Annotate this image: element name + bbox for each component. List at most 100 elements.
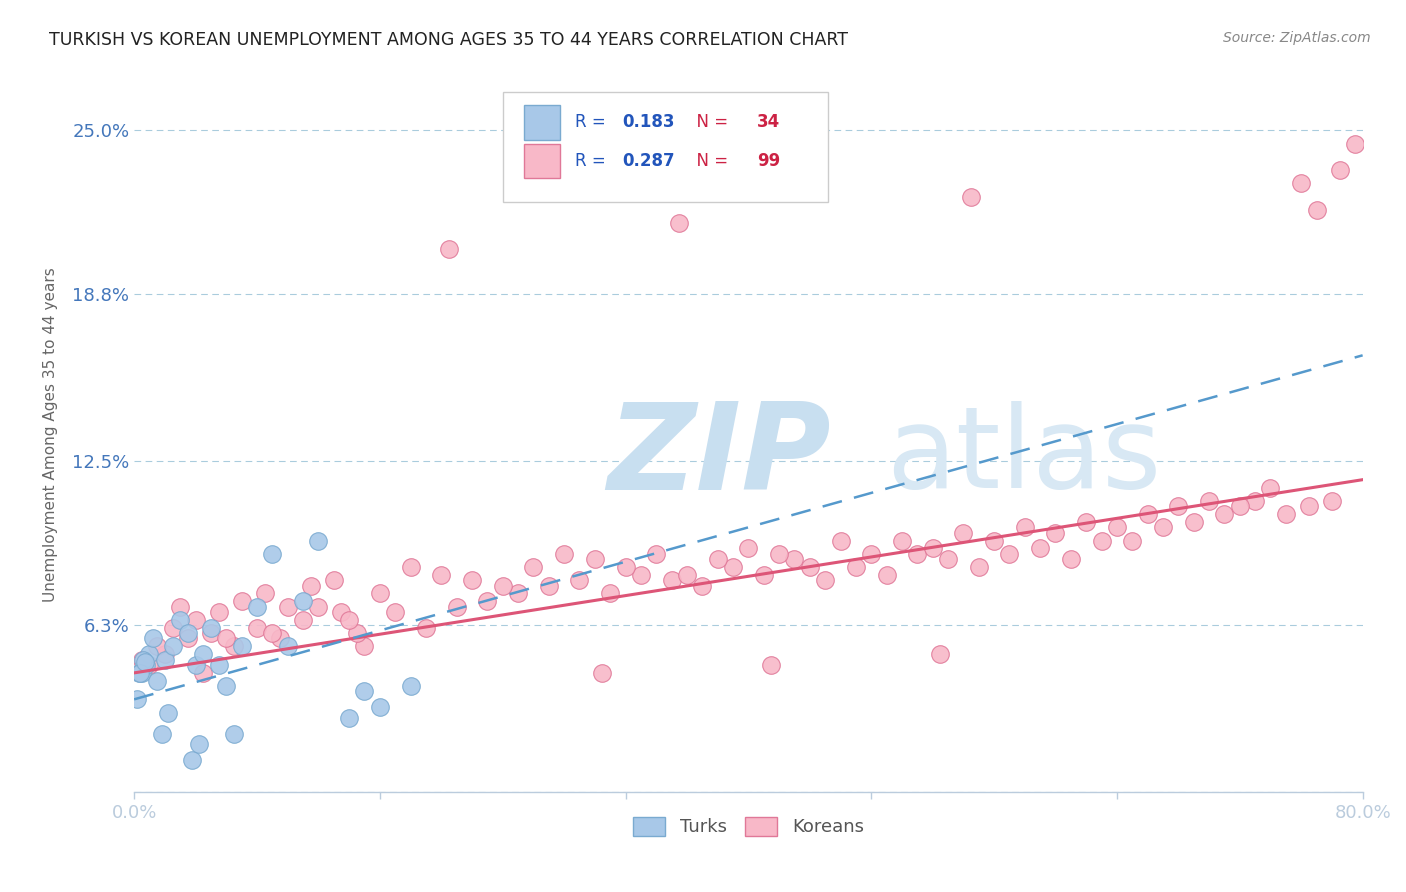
Point [936, 552, 959, 566]
Point [200, 626, 222, 640]
Point [134, 655, 156, 669]
Point [146, 673, 169, 688]
Point [752, 568, 775, 582]
Point [222, 727, 245, 741]
Point [876, 568, 898, 582]
Point [141, 632, 163, 646]
Point [353, 640, 375, 654]
Point [215, 679, 238, 693]
FancyBboxPatch shape [523, 144, 561, 178]
Point [998, 547, 1021, 561]
Point [437, 243, 460, 257]
Point [614, 560, 637, 574]
Point [1029, 541, 1052, 556]
Point [384, 605, 406, 619]
Point [799, 560, 821, 574]
Point [138, 648, 160, 662]
Point [131, 653, 153, 667]
Point [1152, 520, 1174, 534]
Point [661, 574, 683, 588]
Point [830, 533, 852, 548]
Point [967, 560, 990, 574]
Point [277, 640, 299, 654]
Point [177, 632, 200, 646]
Point [676, 568, 699, 582]
FancyBboxPatch shape [523, 105, 561, 140]
Text: N =: N = [686, 152, 733, 170]
Point [921, 541, 943, 556]
Point [153, 653, 176, 667]
Point [592, 665, 614, 680]
Point [1298, 499, 1320, 513]
Point [246, 599, 269, 614]
Point [553, 547, 575, 561]
Point [645, 547, 668, 561]
Point [177, 626, 200, 640]
Point [169, 613, 191, 627]
Point [162, 621, 184, 635]
Point [568, 574, 591, 588]
Point [150, 727, 173, 741]
Text: Source: ZipAtlas.com: Source: ZipAtlas.com [1223, 31, 1371, 45]
Point [135, 657, 157, 672]
Text: 0.183: 0.183 [621, 113, 675, 131]
Point [1289, 176, 1312, 190]
Point [184, 613, 207, 627]
Point [262, 626, 284, 640]
Point [960, 189, 983, 203]
Point [368, 586, 391, 600]
Point [415, 621, 437, 635]
Text: N =: N = [686, 113, 733, 131]
Point [983, 533, 1005, 548]
Point [1105, 520, 1128, 534]
Point [322, 574, 344, 588]
Point [330, 605, 353, 619]
Point [307, 599, 329, 614]
Point [193, 648, 215, 662]
Point [461, 574, 484, 588]
Point [1198, 494, 1220, 508]
Text: 34: 34 [756, 113, 780, 131]
Point [153, 648, 176, 662]
Point [905, 547, 928, 561]
Point [1045, 525, 1067, 540]
Point [292, 594, 315, 608]
Point [492, 578, 515, 592]
Point [952, 525, 974, 540]
Text: atlas: atlas [886, 401, 1161, 512]
Legend: Turks, Koreans: Turks, Koreans [626, 810, 872, 844]
Point [222, 640, 245, 654]
Point [337, 613, 360, 627]
Point [761, 657, 783, 672]
Point [1060, 552, 1083, 566]
Point [1229, 499, 1251, 513]
Point [1344, 136, 1367, 151]
Point [1305, 202, 1327, 217]
Point [131, 665, 153, 680]
Point [156, 706, 179, 720]
Point [929, 648, 952, 662]
Point [231, 594, 253, 608]
Point [1329, 163, 1351, 178]
Point [169, 599, 191, 614]
Point [737, 541, 759, 556]
Point [207, 605, 229, 619]
Point [721, 560, 744, 574]
Point [138, 657, 160, 672]
Point [277, 599, 299, 614]
Point [129, 665, 152, 680]
Point [1320, 494, 1343, 508]
Point [132, 653, 155, 667]
Point [353, 684, 375, 698]
Point [692, 578, 714, 592]
Point [768, 547, 790, 561]
Point [1014, 520, 1036, 534]
Point [187, 737, 209, 751]
Point [184, 657, 207, 672]
Y-axis label: Unemployment Among Ages 35 to 44 years: Unemployment Among Ages 35 to 44 years [44, 268, 58, 602]
Point [1121, 533, 1143, 548]
Point [814, 574, 837, 588]
Point [583, 552, 606, 566]
Point [215, 632, 238, 646]
Point [368, 700, 391, 714]
